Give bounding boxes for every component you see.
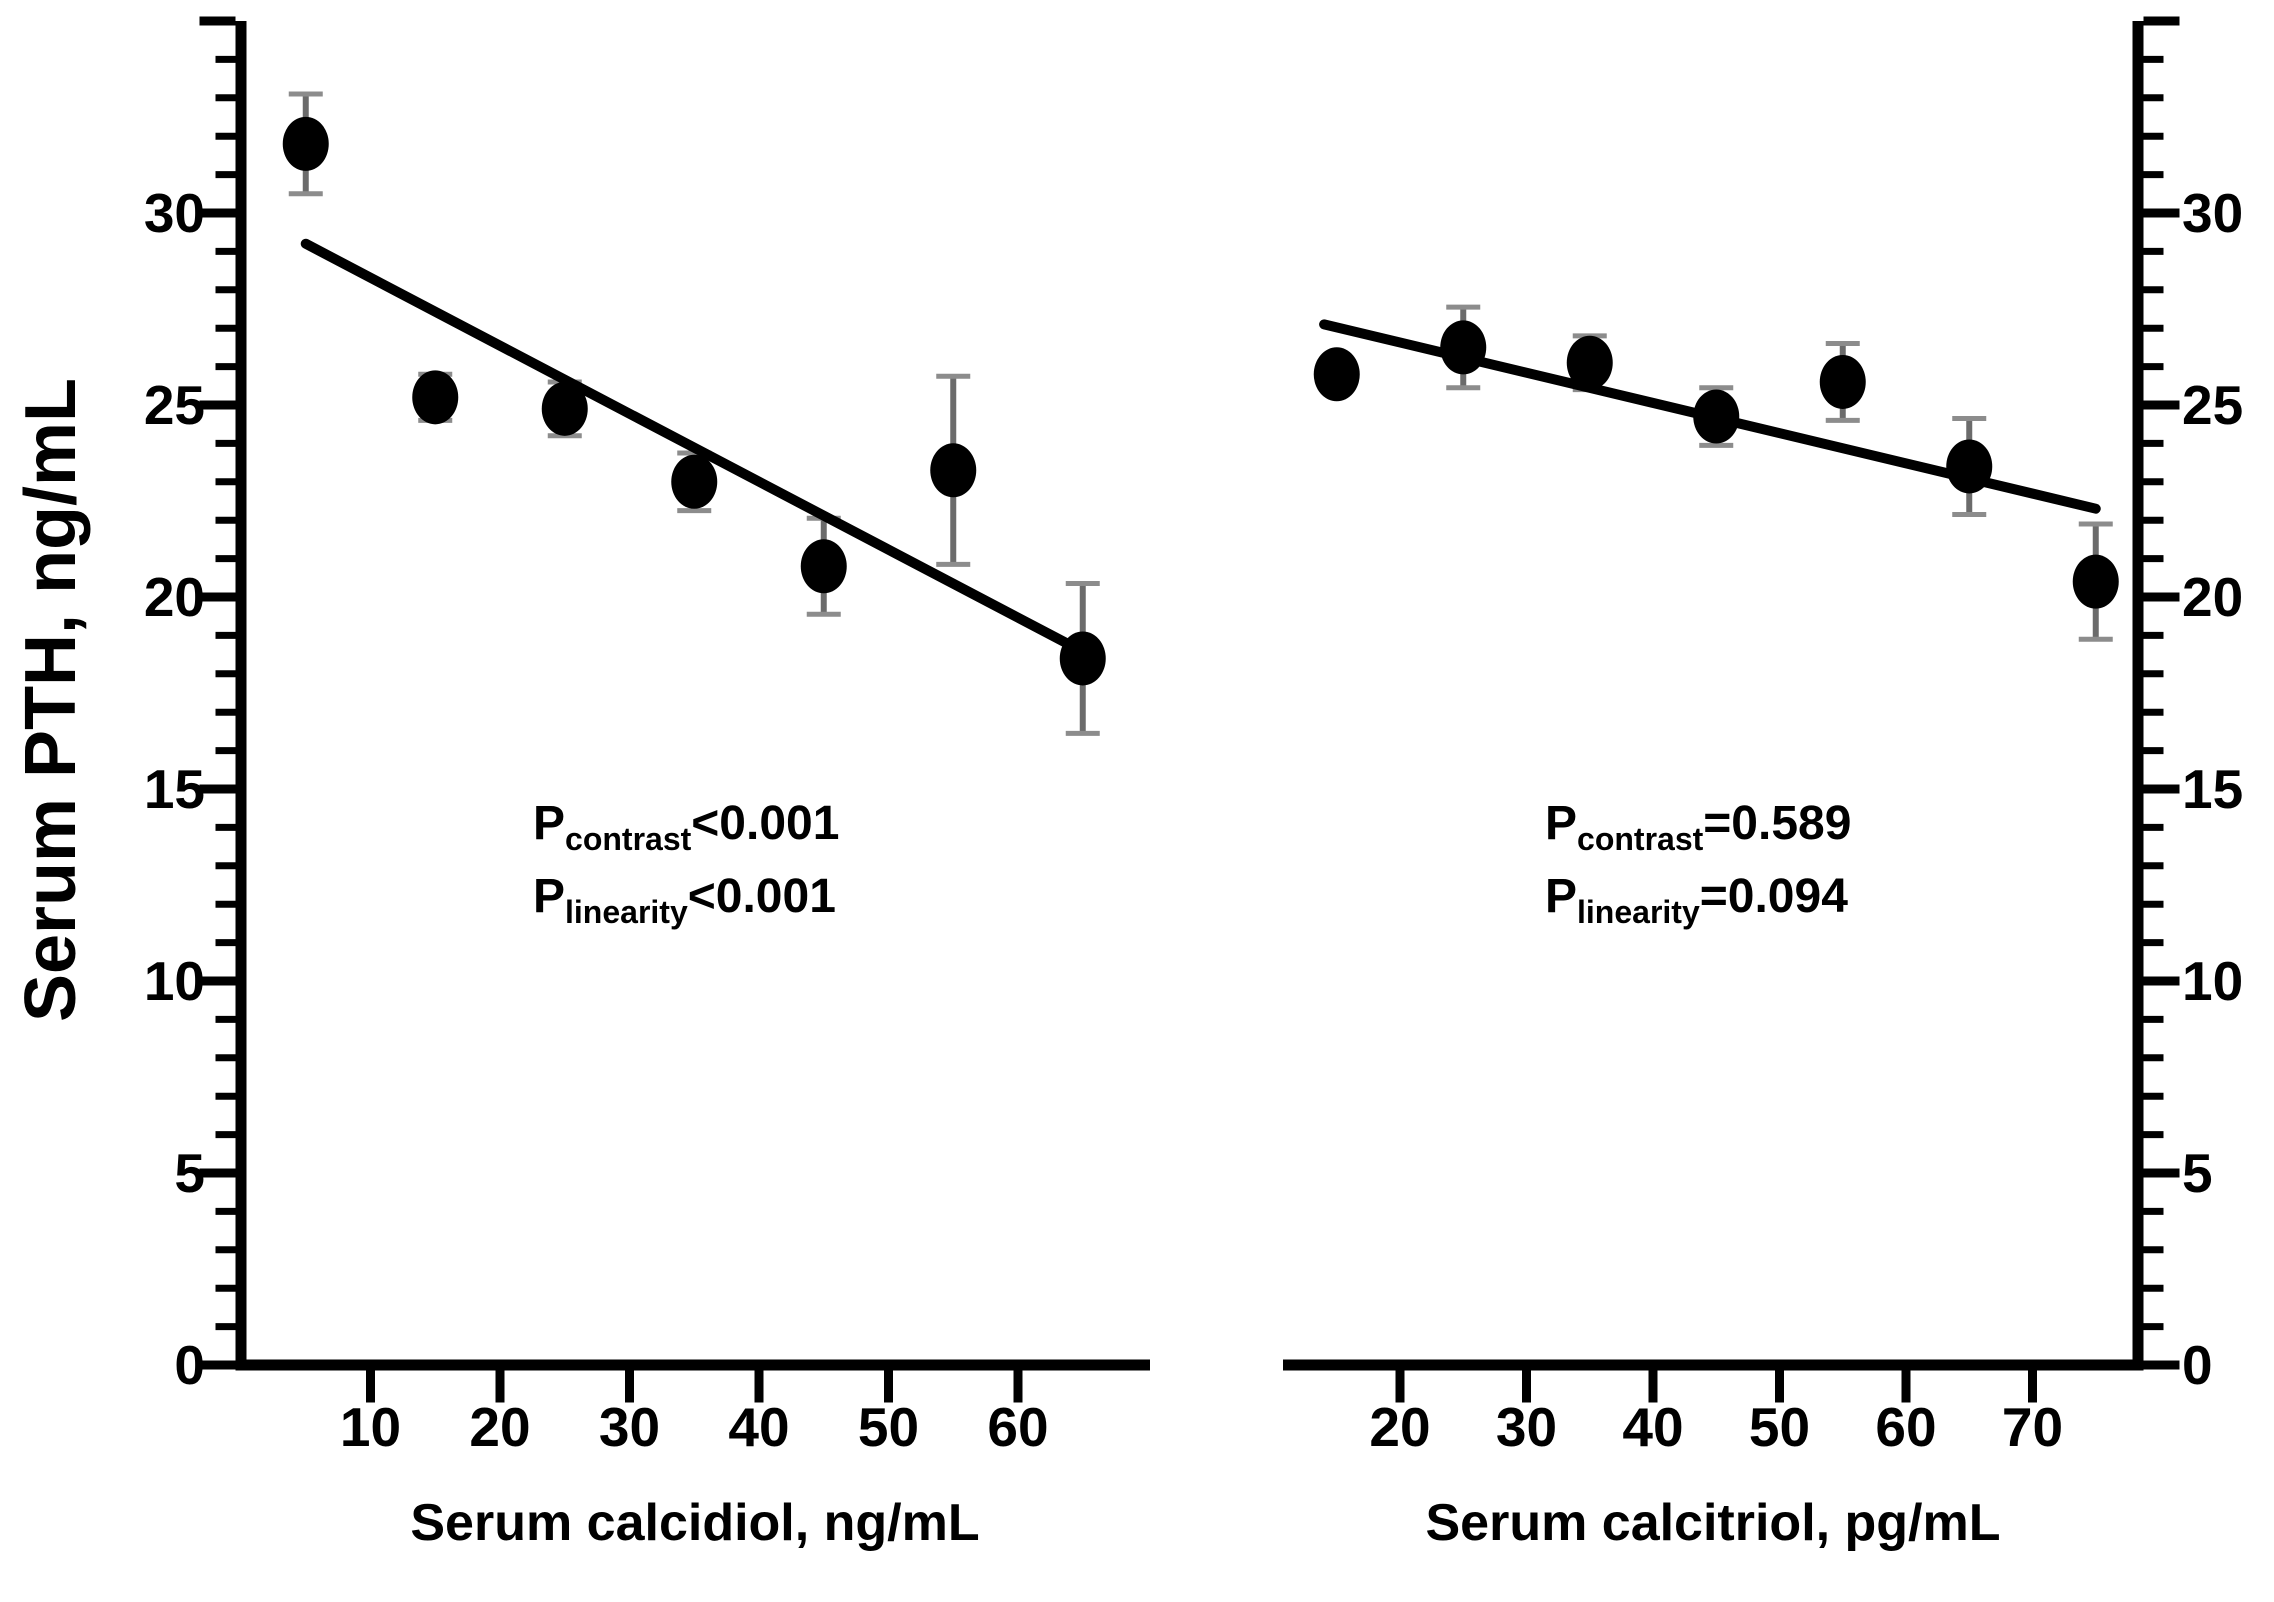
y-tick-label: 10	[2182, 950, 2243, 1012]
p-value: <0.001	[687, 870, 836, 923]
y-tick-label: 5	[2182, 1142, 2213, 1204]
y-axis-title: Serum PTH, ng/mL	[11, 378, 91, 1022]
p-value: <0.001	[691, 797, 840, 850]
y-tick-label: 0	[2182, 1334, 2213, 1396]
p-subscript: linearity	[1577, 893, 1700, 930]
data-point	[1819, 354, 1866, 409]
data-point	[412, 370, 459, 425]
data-point	[282, 116, 329, 171]
data-point	[1566, 335, 1613, 390]
data-point	[1946, 439, 1993, 494]
data-point	[671, 454, 718, 509]
y-tick-label: 25	[144, 374, 205, 436]
x-tick-label: 60	[1875, 1396, 1936, 1458]
x-tick-label: 70	[2002, 1396, 2063, 1458]
data-point	[1059, 631, 1106, 686]
x-tick-label: 30	[599, 1396, 660, 1458]
data-point	[800, 539, 847, 594]
y-tick-label: 15	[144, 758, 205, 820]
y-tick-label: 30	[2182, 182, 2243, 244]
p-subscript: contrast	[565, 820, 692, 857]
p-label: P	[533, 797, 566, 850]
y-tick-label: 5	[174, 1142, 205, 1204]
trend-line	[300, 238, 1101, 664]
x-tick-label: 30	[1496, 1396, 1557, 1458]
y-tick-label: 25	[2182, 374, 2243, 436]
p-contrast-annotation-right: Pcontrast=0.589	[1545, 797, 1852, 857]
data-point	[1313, 347, 1360, 402]
data-point	[2072, 554, 2119, 609]
p-linearity-annotation-left: Plinearity<0.001	[533, 870, 836, 930]
y-tick-label: 30	[144, 182, 205, 244]
y-tick-label: 20	[2182, 566, 2243, 628]
x-axis-title-calcitriol: Serum calcitriol, pg/mL	[1425, 1494, 2000, 1552]
p-value: =0.589	[1703, 797, 1852, 850]
p-label: P	[1545, 797, 1578, 850]
data-point	[541, 381, 588, 436]
p-subscript: linearity	[565, 893, 688, 930]
p-linearity-annotation-right: Plinearity=0.094	[1545, 870, 1848, 930]
x-tick-label: 40	[1622, 1396, 1683, 1458]
data-point	[1693, 389, 1740, 444]
p-label: P	[533, 870, 566, 923]
x-tick-label: 40	[728, 1396, 789, 1458]
y-tick-label: 15	[2182, 758, 2243, 820]
p-value: =0.094	[1699, 870, 1848, 923]
x-tick-label: 10	[340, 1396, 401, 1458]
y-tick-label: 0	[174, 1334, 205, 1396]
x-tick-label: 50	[1749, 1396, 1810, 1458]
x-tick-label: 20	[469, 1396, 530, 1458]
panel-calcitriol: 20 30 40 50 60 70 0 5 10 15 20 25 30	[1283, 16, 2243, 1458]
p-contrast-annotation-left: Pcontrast<0.001	[533, 797, 840, 857]
data-point	[930, 443, 977, 498]
x-tick-label: 20	[1369, 1396, 1430, 1458]
y-tick-label: 10	[144, 950, 205, 1012]
y-tick-label: 20	[144, 566, 205, 628]
p-subscript: contrast	[1577, 820, 1704, 857]
x-tick-label: 50	[858, 1396, 919, 1458]
p-label: P	[1545, 870, 1578, 923]
data-point	[1440, 320, 1487, 375]
x-tick-label: 60	[987, 1396, 1048, 1458]
x-axis-title-calcidiol: Serum calcidiol, ng/mL	[410, 1494, 979, 1552]
panel-calcidiol: 10 20 30 40 50 60 0 5 10 15 20 25 30	[144, 16, 1150, 1458]
